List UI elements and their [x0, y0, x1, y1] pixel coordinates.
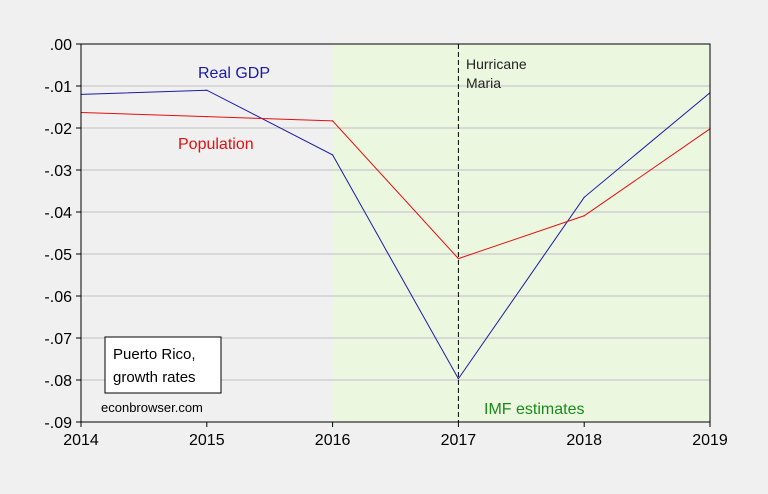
y-tick-label: -.07 — [44, 331, 72, 348]
hurricane-label-line2: Maria — [466, 75, 501, 91]
legend-population: Population — [178, 136, 254, 153]
imf-estimates-shaded-region — [332, 44, 710, 422]
series-line-real-gdp — [80, 89, 711, 380]
legend-real-gdp: Real GDP — [198, 65, 270, 82]
plot-frame — [80, 43, 711, 423]
data-point — [583, 196, 585, 198]
hurricane-label-line1: Hurricane — [466, 56, 527, 72]
y-tick-label: -.06 — [44, 289, 72, 306]
data-point — [206, 116, 208, 118]
data-point — [583, 215, 585, 217]
data-point — [332, 120, 334, 122]
imf-estimates-label: IMF estimates — [484, 401, 584, 418]
y-tick-label: .00 — [50, 37, 72, 54]
annotation-line2: growth rates — [113, 369, 196, 386]
credit-text: econbrowser.com — [101, 400, 203, 415]
y-tick-label: -.02 — [44, 121, 72, 138]
x-tick-label: 2017 — [441, 432, 477, 449]
y-tick-label: -.09 — [44, 415, 72, 432]
series-line-population — [80, 111, 711, 260]
x-tick-label: 2015 — [189, 432, 225, 449]
y-tick-label: -.04 — [44, 205, 72, 222]
x-tick-label: 2014 — [63, 432, 99, 449]
x-tick-label: 2019 — [692, 432, 728, 449]
data-point — [206, 89, 208, 91]
annotation-line1: Puerto Rico, — [113, 346, 196, 363]
x-tick-label: 2018 — [566, 432, 602, 449]
data-point — [457, 258, 459, 260]
y-tick-label: -.08 — [44, 373, 72, 390]
annotation-box — [104, 336, 222, 394]
x-tick-label: 2016 — [315, 432, 351, 449]
y-tick-label: -.05 — [44, 247, 72, 264]
y-tick-label: -.01 — [44, 79, 72, 96]
data-point — [457, 378, 459, 380]
y-tick-label: -.03 — [44, 163, 72, 180]
data-point — [332, 154, 334, 156]
